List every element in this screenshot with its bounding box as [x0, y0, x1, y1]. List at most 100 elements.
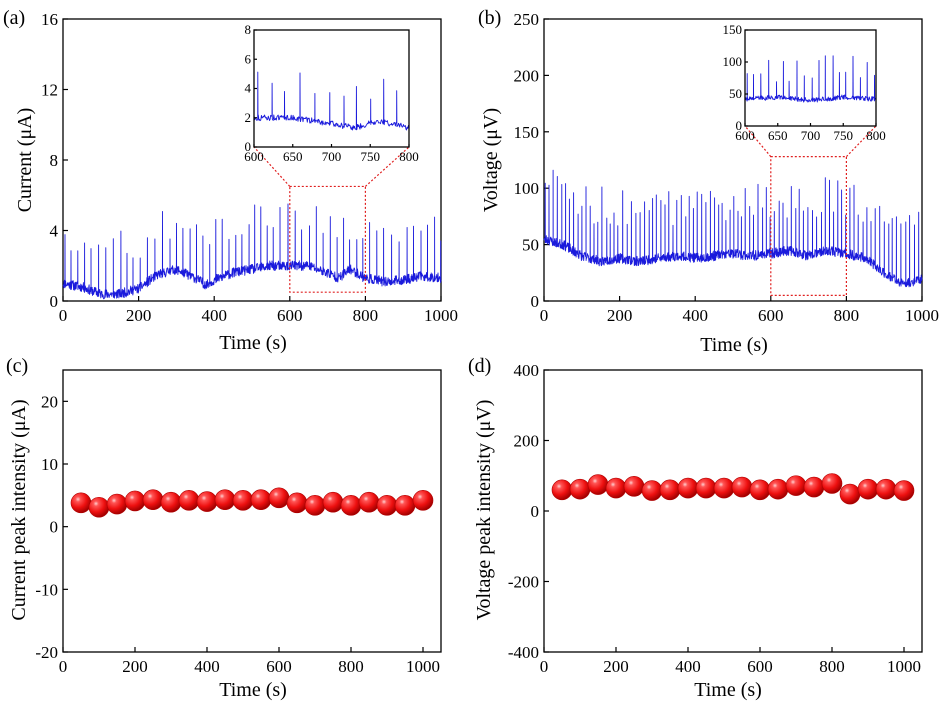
- panel-b-x-tick-label: 1000: [905, 306, 939, 325]
- panel-a-x-tick-label: 200: [126, 306, 152, 325]
- zoom-connector-right-a: [364, 146, 410, 187]
- panel-c-x-tick-label: 400: [194, 657, 220, 676]
- data-point-c: [286, 492, 308, 514]
- panel-label-c: (c): [6, 355, 28, 377]
- panel-c-y-tick-label: 20: [41, 392, 58, 411]
- data-point-d: [587, 474, 609, 495]
- panel-b-y-tick-label: 50: [522, 236, 539, 255]
- inset-trace-b: [744, 55, 877, 103]
- data-point-d: [551, 479, 573, 501]
- panel-d-x-tick-label: 1000: [887, 657, 921, 676]
- panel-c-y-tick-label: -10: [35, 580, 58, 599]
- inset-a-x-tick-label: 700: [322, 149, 342, 164]
- data-point-c: [142, 489, 164, 511]
- panel-b-y-tick-label: 150: [514, 123, 540, 142]
- plot-d: 0 200 400 600 800 1000 -400 -200 0 200 400: [508, 361, 923, 676]
- data-point-c: [322, 491, 344, 513]
- plot-c: 0 200 400 600 800 1000 -20 -10 0 10 20: [35, 369, 442, 676]
- panel-d-plot-frame: [543, 369, 923, 653]
- panel-a-y-tick-label: 12: [41, 81, 58, 100]
- panel-b-y-tick-label: 250: [514, 10, 540, 29]
- panel-a-y-tick-label: 8: [50, 151, 59, 170]
- data-point-c: [178, 490, 200, 511]
- panel-a-y-tick-label: 0: [50, 292, 59, 311]
- panel-b: (b) Time (s) Voltage (μV) 0 200 400 600 800 1…: [478, 7, 939, 356]
- inset-background-b: [745, 30, 876, 126]
- zoom-connector-right-b: [845, 125, 877, 158]
- panel-label-d: (d): [468, 355, 491, 377]
- panel-c-x-tick-label: 800: [338, 657, 364, 676]
- data-point-d: [749, 479, 771, 501]
- data-point-d: [659, 479, 681, 501]
- y-axis-title-c: Current peak intensity (μA): [8, 399, 30, 620]
- data-point-d: [623, 476, 645, 497]
- panel-b-y-tick-label: 0: [531, 292, 540, 311]
- data-point-d: [893, 480, 915, 501]
- inset-trace-a: [253, 71, 410, 131]
- panel-a-x-tick-label: 0: [59, 306, 68, 325]
- panel-a-x-tick-label: 1000: [424, 306, 458, 325]
- data-point-d: [875, 478, 897, 500]
- panel-b-plot-frame: [543, 18, 923, 302]
- y-axis-title-a: Current (μA): [14, 108, 36, 213]
- panel-d-y-tick-label: 400: [514, 361, 540, 380]
- panel-a-y-tick-label: 4: [50, 222, 59, 241]
- panel-c-x-tick-label: 200: [122, 657, 148, 676]
- data-point-c: [304, 495, 326, 516]
- zoom-connector-left-a: [253, 146, 291, 187]
- data-point-c: [124, 490, 146, 512]
- x-axis-title-b: Time (s): [700, 334, 768, 356]
- panel-d-y-tick-label: 200: [514, 432, 540, 451]
- panel-b-x-tick-label: 0: [540, 306, 549, 325]
- inset-a-x-tick-label: 650: [283, 149, 303, 164]
- panel-d: (d) Time (s) Voltage peak intensity (μV)…: [468, 355, 923, 701]
- data-point-d: [857, 478, 879, 500]
- panel-c-y-tick-label: 0: [50, 518, 59, 537]
- panel-c-plot-frame: [62, 369, 442, 653]
- series-b-trace: [543, 169, 923, 288]
- inset-b-y-tick-label: 150: [723, 22, 743, 37]
- data-point-c: [268, 487, 290, 509]
- x-axis-title-d: Time (s): [694, 679, 762, 701]
- data-point-c: [70, 492, 92, 514]
- series-a-trace: [62, 203, 442, 300]
- y-axis-title-d: Voltage peak intensity (μV): [473, 400, 495, 621]
- inset-b-y-tick-label: 50: [729, 86, 742, 101]
- inset-a: 600 650 700 750 800 0 2 4 6 8: [244, 22, 419, 164]
- panel-c-x-tick-label: 600: [266, 657, 292, 676]
- x-axis-title-a: Time (s): [219, 332, 287, 354]
- inset-a-y-tick-label: 6: [245, 51, 252, 66]
- data-point-d: [677, 477, 699, 499]
- inset-b-x-tick-label: 650: [768, 128, 788, 143]
- panel-b-x-tick-label: 600: [758, 306, 784, 325]
- inset-b: 600 650 700 750 800 0 50 100 150: [723, 22, 886, 143]
- panel-label-a: (a): [3, 7, 25, 29]
- inset-a-y-tick-label: 4: [245, 81, 252, 96]
- inset-background-a: [254, 30, 409, 147]
- panel-a-x-tick-label: 800: [353, 306, 379, 325]
- inset-a-y-tick-label: 0: [245, 139, 252, 154]
- data-point-c: [394, 495, 416, 516]
- panel-a-x-tick-label: 600: [277, 306, 303, 325]
- panel-a: (a) Time (s) Current (μA) 0 200 400 600 800 1…: [3, 7, 458, 354]
- zoom-connector-left-b: [744, 125, 772, 158]
- data-point-c: [106, 493, 128, 515]
- panel-b-x-tick-label: 800: [834, 306, 860, 325]
- data-point-c: [376, 495, 398, 516]
- data-point-d: [767, 478, 789, 500]
- panel-d-x-tick-label: 400: [675, 657, 701, 676]
- data-point-c: [412, 490, 434, 511]
- panel-b-y-tick-label: 200: [514, 66, 540, 85]
- data-point-d: [785, 475, 807, 496]
- data-point-c: [340, 495, 362, 516]
- data-point-c: [196, 491, 218, 512]
- data-point-c: [160, 491, 182, 513]
- data-point-d: [695, 477, 717, 499]
- inset-b-x-tick-label: 600: [735, 128, 755, 143]
- panel-d-y-tick-label: 0: [531, 502, 540, 521]
- data-point-d: [803, 476, 825, 498]
- panel-c-x-tick-label: 1000: [406, 657, 440, 676]
- data-point-d: [605, 477, 627, 499]
- data-point-d: [713, 477, 735, 499]
- panel-c-y-tick-label: 10: [41, 455, 58, 474]
